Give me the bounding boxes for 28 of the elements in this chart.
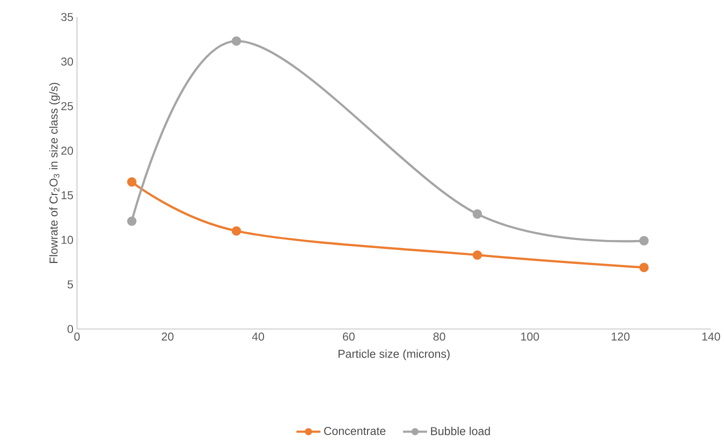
y-tick-label: 0 (68, 324, 74, 334)
x-tick-label: 40 (252, 332, 264, 341)
x-tick-label: 0 (74, 332, 80, 341)
y-tick-label: 15 (62, 191, 73, 200)
legend-label: Concentrate (324, 426, 386, 436)
point (472, 209, 482, 219)
y-tick-label: 35 (61, 12, 73, 22)
y-tick-label: 10 (62, 236, 74, 244)
y-axis-title: Flowrate of Cr$_{2}$O$_{3}$ in size class (g/s) (49, 82, 60, 263)
x-tick-label: 60 (342, 332, 355, 341)
point (232, 36, 242, 46)
x-axis-title: Particle size (microns) (338, 349, 450, 360)
x-tick-label: 120 (612, 332, 630, 341)
y-tick-label: 5 (68, 280, 73, 288)
y-tick-label: 25 (61, 102, 73, 110)
legend-label: Bubble load (431, 426, 490, 436)
point (639, 262, 649, 272)
x-tick-label: 80 (433, 332, 446, 341)
point (127, 177, 136, 187)
point (639, 236, 649, 246)
x-tick-label: 140 (702, 332, 720, 341)
point (472, 250, 482, 260)
point (127, 216, 136, 226)
y-tick-label: 30 (61, 58, 74, 66)
y-tick-label: 20 (61, 146, 74, 155)
x-tick-label: 20 (162, 332, 174, 341)
point (232, 226, 242, 236)
x-tick-label: 100 (521, 332, 539, 341)
